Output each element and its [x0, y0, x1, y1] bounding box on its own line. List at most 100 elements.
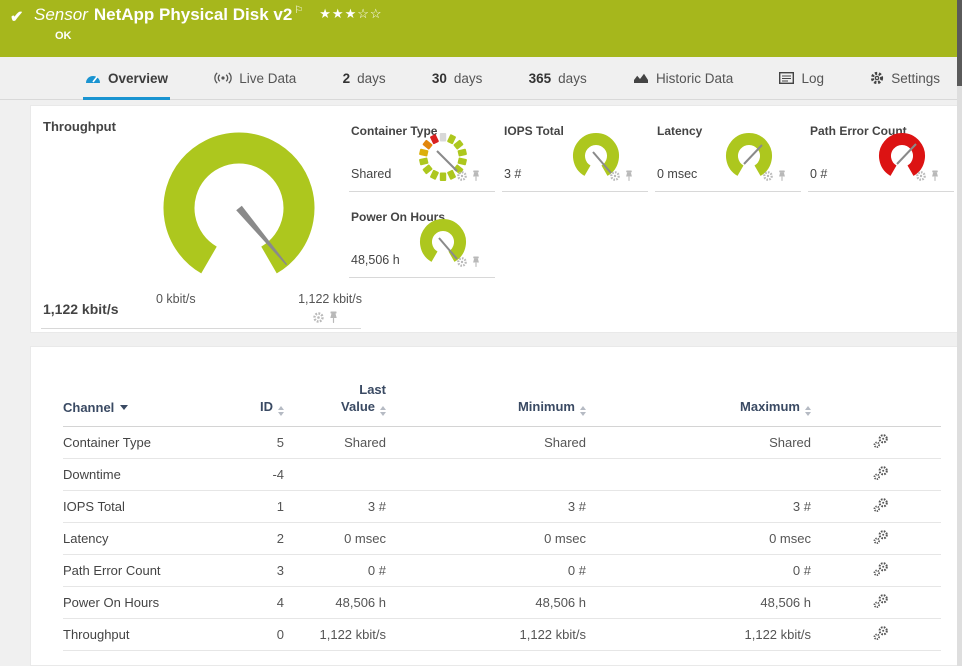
gauge-value: 3 # [504, 167, 522, 181]
pin-icon[interactable] [624, 169, 634, 187]
tab-30-days[interactable]: 30 days [432, 57, 483, 99]
channel-id: 3 [203, 554, 284, 587]
channel-last-value: 3 # [284, 490, 386, 523]
log-list-icon [779, 72, 795, 84]
gauge-title: Power On Hours [351, 210, 446, 224]
edit-channel-icon[interactable] [873, 562, 889, 580]
table-row[interactable]: Power On Hours 4 48,506 h 48,506 h 48,50… [63, 586, 941, 619]
gauge-title: IOPS Total [504, 124, 564, 138]
tab-365-days[interactable]: 365 days [529, 57, 587, 99]
area-chart-icon [633, 72, 649, 84]
channel-name: Latency [63, 522, 203, 555]
gauge-title: Path Error Count [810, 124, 907, 138]
table-row[interactable]: IOPS Total 1 3 # 3 # 3 # [63, 490, 941, 523]
column-header-id[interactable]: ID [203, 373, 284, 427]
channel-last-value: Shared [284, 426, 386, 459]
tab-label-number: 365 [528, 70, 552, 86]
column-header-maximum[interactable]: Maximum [586, 373, 811, 427]
pin-icon[interactable] [328, 311, 339, 329]
tab-label: Overview [108, 70, 169, 86]
sort-icon [580, 406, 586, 416]
pin-icon[interactable] [471, 169, 481, 187]
edit-channel-icon[interactable] [873, 498, 889, 516]
edit-channel-icon[interactable] [873, 466, 889, 484]
gauge-panel-path-error-count: Path Error Count 0 # [808, 116, 954, 192]
tab-overview[interactable]: Overview [82, 57, 171, 100]
channel-minimum: Shared [386, 426, 586, 459]
gauge-title: Latency [657, 124, 703, 138]
tab-label: days [453, 70, 483, 86]
edit-channel-icon[interactable] [873, 594, 889, 612]
gauge-icon [85, 71, 101, 85]
gear-icon[interactable] [456, 169, 468, 187]
channel-minimum: 48,506 h [386, 586, 586, 619]
edit-channel-icon[interactable] [873, 530, 889, 548]
tab-log[interactable]: Log [779, 57, 824, 99]
channel-minimum: 1,122 kbit/s [386, 618, 586, 651]
gear-icon[interactable] [609, 169, 621, 187]
tab-live-data[interactable]: Live Data [214, 57, 296, 99]
tab-bar: Overview Live Data 2 days 30 days 365 da… [0, 57, 962, 100]
gear-icon[interactable] [456, 255, 468, 273]
priority-stars-filled[interactable]: ★★★ [319, 6, 358, 21]
channel-last-value [284, 458, 386, 491]
flag-icon[interactable]: ⚐ [294, 5, 304, 16]
tab-label: Live Data [239, 70, 297, 86]
path-error-count-gauge [872, 126, 932, 191]
edit-channel-icon[interactable] [873, 434, 889, 452]
column-header-last-value[interactable]: Last Value [284, 373, 386, 427]
gauge-panel-power-on-hours: Power On Hours 48,506 h [349, 202, 495, 278]
tab-label: days [357, 70, 386, 86]
scrollbar[interactable] [957, 0, 962, 666]
channel-maximum: 48,506 h [586, 586, 811, 619]
tab-label-number: 30 [431, 70, 447, 86]
sort-icon [380, 406, 386, 416]
table-row[interactable]: Throughput 0 1,122 kbit/s 1,122 kbit/s 1… [63, 618, 941, 651]
status-check-icon: ✔ [10, 9, 24, 26]
power-on-hours-gauge [413, 212, 473, 277]
channel-maximum [586, 458, 811, 491]
tab-label: Settings [891, 70, 940, 86]
channel-name: Container Type [63, 426, 203, 459]
sort-icon [278, 406, 284, 416]
channel-id: 5 [203, 426, 284, 459]
channel-maximum: 0 msec [586, 522, 811, 555]
priority-stars-empty[interactable]: ☆☆ [357, 6, 383, 21]
tab-label: Historic Data [655, 70, 734, 86]
pin-icon[interactable] [777, 169, 787, 187]
tab-2-days[interactable]: 2 days [343, 57, 386, 99]
tab-settings[interactable]: Settings [870, 57, 940, 99]
container-type-gauge [413, 126, 473, 193]
column-header-minimum[interactable]: Minimum [386, 373, 586, 427]
gear-icon [870, 71, 884, 85]
table-row[interactable]: Downtime -4 [63, 458, 941, 491]
channel-maximum: 0 # [586, 554, 811, 587]
overview-gauges-panel: Throughput 0 kbit/s 1,122 kbit/s 1,122 k… [30, 105, 962, 333]
channel-maximum: Shared [586, 426, 811, 459]
column-header-channel[interactable]: Channel [63, 373, 203, 427]
channel-id: 1 [203, 490, 284, 523]
channels-table-panel: Channel ID Last Value Minimum Maximum [30, 346, 962, 666]
channel-last-value: 48,506 h [284, 586, 386, 619]
gear-icon[interactable] [762, 169, 774, 187]
throughput-gauge [131, 120, 347, 295]
gauge-value: 48,506 h [351, 253, 400, 267]
pin-icon[interactable] [930, 169, 940, 187]
edit-channel-icon[interactable] [873, 626, 889, 644]
channel-id: 0 [203, 618, 284, 651]
gear-icon[interactable] [312, 311, 325, 329]
table-row[interactable]: Latency 2 0 msec 0 msec 0 msec [63, 522, 941, 555]
table-row[interactable]: Path Error Count 3 0 # 0 # 0 # [63, 554, 941, 587]
tab-historic-data[interactable]: Historic Data [633, 57, 733, 99]
channel-id: 4 [203, 586, 284, 619]
channel-name: IOPS Total [63, 490, 203, 523]
gauge-scale-max: 1,122 kbit/s [298, 292, 362, 306]
gauge-scale-min: 0 kbit/s [156, 292, 196, 306]
table-row[interactable]: Container Type 5 Shared Shared Shared [63, 426, 941, 459]
pin-icon[interactable] [471, 255, 481, 273]
scrollbar-thumb[interactable] [957, 0, 962, 86]
gear-icon[interactable] [915, 169, 927, 187]
channel-name: Downtime [63, 458, 203, 491]
channel-minimum [386, 458, 586, 491]
channel-maximum: 3 # [586, 490, 811, 523]
